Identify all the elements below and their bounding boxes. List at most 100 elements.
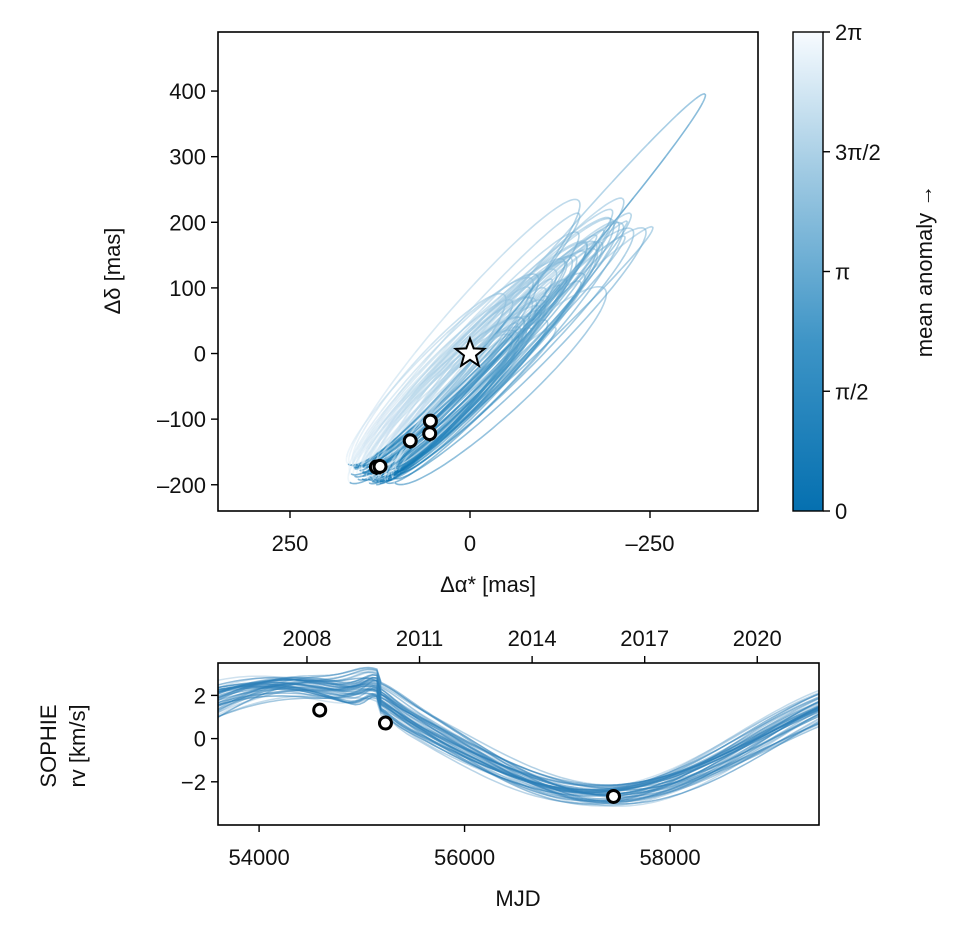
orbit-track-segment (555, 235, 572, 259)
orbit-track-segment (508, 346, 525, 366)
orbit-track-segment (585, 233, 604, 258)
orbit-track-segment (502, 326, 514, 333)
orbit-track-segment (490, 364, 510, 386)
rv-model-curve (218, 682, 819, 797)
orbit-track-segment (501, 317, 516, 324)
orbit-track-segment (559, 268, 567, 283)
orbit-track-segment (356, 478, 371, 485)
orbit-track-segment (417, 350, 440, 373)
astrometry-y-tick-label: –100 (157, 407, 206, 432)
orbit-track-segment (352, 449, 359, 461)
rv-model-curve (218, 679, 819, 802)
rv-top-tick-label: 2008 (282, 626, 331, 651)
orbit-track-segment (643, 228, 647, 238)
orbit-track-segment (350, 473, 360, 476)
orbit-track-segment (622, 236, 626, 244)
orbit-track-segment (444, 368, 465, 391)
rv-model-curve (218, 677, 819, 789)
orbit-track-segment (537, 275, 559, 304)
orbit-track-segment (522, 332, 535, 348)
orbit-track-segment (457, 395, 489, 427)
orbit-track-segment (466, 368, 497, 399)
orbit-track-segment (484, 321, 503, 333)
orbit-track-segment (572, 208, 581, 226)
orbit-track-segment (431, 359, 452, 380)
orbit-track-segment (461, 397, 490, 425)
rv-observation-point (377, 715, 393, 731)
rv-model-curves (218, 666, 819, 807)
rv-y-ticks: 2 0 −2 (181, 683, 218, 795)
orbit-track-segment (360, 454, 377, 467)
orbit-track-segment (482, 334, 500, 351)
orbit-track-segment (371, 480, 380, 484)
orbit-track-segment (509, 340, 527, 361)
orbit-track-segment (418, 364, 443, 387)
orbit-track-segment (603, 208, 613, 212)
orbit-track-segment (464, 427, 493, 451)
orbit-track-segment (362, 428, 379, 449)
orbit-track-segment (505, 370, 525, 390)
orbit-track-segment (401, 370, 428, 402)
orbit-track-segment (585, 218, 603, 230)
orbit-track-segment (558, 224, 574, 250)
orbit-track-segment (481, 314, 510, 345)
astrometry-y-tick-label: 300 (169, 145, 206, 170)
orbit-track-segment (628, 213, 633, 222)
orbit-track-segment (389, 352, 416, 387)
orbit-track-segment (543, 314, 565, 340)
orbit-track-segment (348, 439, 357, 457)
orbit-track-segment (422, 433, 443, 452)
orbit-track-segment (387, 395, 413, 426)
orbit-track-segment (554, 327, 557, 333)
orbit-track-segment (443, 283, 475, 319)
orbit-track-segment (345, 457, 349, 465)
orbit-track-segment (366, 414, 382, 435)
orbit-track-segment (535, 239, 565, 266)
orbit-track-segment (451, 297, 483, 331)
orbit-track-segment (577, 199, 581, 209)
orbit-track-segment (587, 310, 602, 331)
orbit-track-segment (365, 472, 369, 480)
orbit-track-segment (525, 332, 541, 344)
orbit-track-segment (453, 360, 487, 392)
orbit-track-segment (488, 368, 517, 399)
orbit-track-segment (370, 424, 389, 450)
orbit-track-segment (413, 392, 435, 422)
orbit-track-segment (577, 213, 581, 221)
rv-model-curve (218, 667, 819, 798)
orbit-track-segment (515, 322, 519, 328)
astrometry-x-tick-label: 250 (272, 531, 309, 556)
orbit-track-segment (562, 256, 587, 287)
orbit-track-segment (347, 463, 354, 476)
orbit-track-segment (569, 231, 579, 235)
orbit-track-segment (405, 450, 424, 466)
orbit-track-segment (434, 430, 464, 457)
orbit-track-segment (439, 375, 461, 400)
orbit-track-segment (464, 357, 485, 376)
orbit-track-segment (385, 479, 392, 482)
orbit-track-segment (428, 442, 448, 458)
orbit-track-segment (589, 234, 597, 238)
rv-model-curve (218, 688, 819, 793)
orbit-track-segment (453, 308, 483, 341)
orbit-track-segment (495, 359, 531, 393)
orbit-track-segment (608, 253, 626, 279)
orbit-track-segment (515, 338, 543, 370)
orbit-track-segment (494, 357, 509, 376)
rv-observation-point (312, 702, 328, 718)
orbit-track-segment (354, 474, 364, 478)
orbit-track-segment (496, 300, 519, 321)
orbit-track-segment (387, 465, 395, 477)
rv-model-curve (218, 682, 819, 791)
orbit-track-segment (450, 309, 470, 327)
astrometry-y-tick-label: 400 (169, 79, 206, 104)
orbit-track-segment (563, 220, 588, 241)
orbit-track-segment (432, 372, 453, 393)
orbit-track-segment (468, 372, 490, 393)
orbit-track-segment (579, 286, 596, 294)
orbit-track-segment (571, 212, 580, 216)
orbit-track-segment (358, 465, 362, 471)
orbit-track-segment (445, 425, 467, 444)
colorbar-tick-label: π (835, 260, 850, 285)
orbit-track-segment (356, 457, 360, 466)
